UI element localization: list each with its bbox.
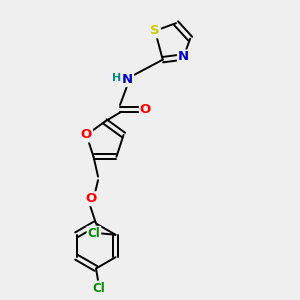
Text: N: N [178, 50, 189, 63]
Text: Cl: Cl [88, 227, 100, 240]
Text: S: S [150, 24, 160, 37]
Text: O: O [86, 192, 97, 205]
Text: O: O [140, 103, 151, 116]
Text: Cl: Cl [92, 281, 105, 295]
Text: H: H [112, 73, 122, 83]
Text: O: O [81, 128, 92, 142]
Text: N: N [122, 73, 133, 86]
